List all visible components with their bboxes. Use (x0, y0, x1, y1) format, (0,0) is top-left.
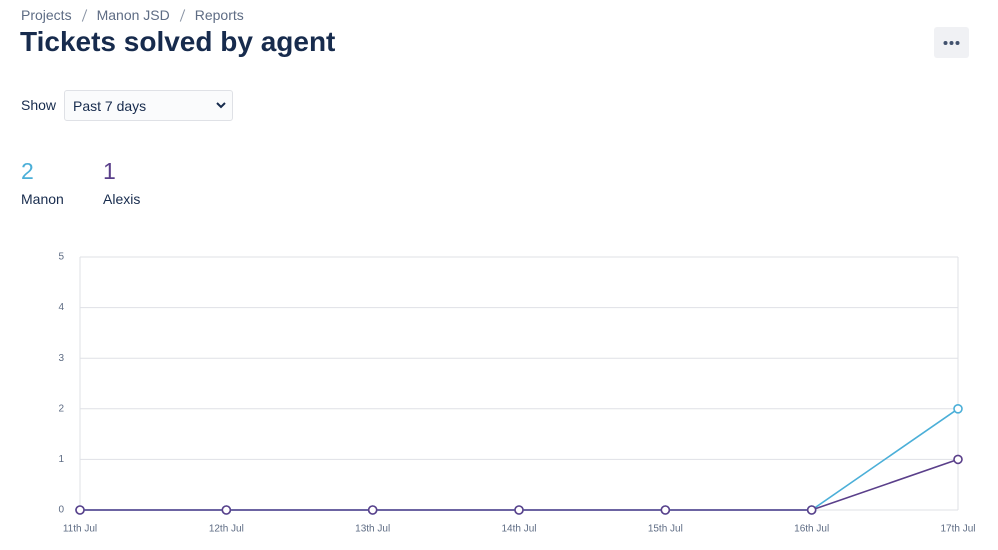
x-tick-label: 11th Jul (63, 524, 97, 535)
y-tick-label: 2 (58, 403, 64, 414)
total-value: 2 (21, 158, 34, 184)
y-tick-label: 3 (58, 353, 64, 364)
chart: 0 1 2 3 4 5 11th Jul 12th Jul 13th Jul 14th Jul 15… (58, 252, 975, 535)
series-line (80, 458, 959, 511)
point (221, 505, 232, 515)
separator (81, 8, 87, 22)
point (806, 505, 817, 515)
chevron (216, 102, 226, 109)
agent-name: Manon (21, 191, 64, 207)
more-button[interactable] (934, 27, 969, 58)
point (367, 505, 378, 515)
point (514, 505, 524, 515)
y-tick-label: 1 (58, 454, 64, 465)
period-select[interactable]: Past 7 days (64, 90, 233, 121)
x-tick-label: 16th Jul (794, 524, 829, 535)
x-tick-label: 17th Jul (940, 524, 975, 535)
breadcrumb[interactable]: Reports (194, 7, 244, 23)
total-value: 1 (103, 158, 116, 184)
y-tick-label: 5 (58, 252, 64, 263)
more-icon (943, 41, 960, 45)
y-tick-label: 0 (58, 505, 64, 516)
point (953, 404, 963, 414)
x-tick-label: 14th Jul (501, 524, 536, 535)
x-tick-label: 15th Jul (648, 524, 683, 535)
point (660, 505, 671, 515)
breadcrumb[interactable]: Manon JSD (96, 7, 170, 23)
point (75, 505, 85, 515)
agent-name: Alexis (103, 191, 141, 207)
breadcrumbs: Projects Manon JSD Reports (21, 7, 244, 23)
breadcrumb[interactable]: Projects (21, 7, 72, 23)
agent-total: 2 Manon (21, 158, 103, 207)
show-label: Show (21, 97, 57, 113)
select-value: Past 7 days (73, 98, 147, 114)
page-title: Tickets solved by agent (20, 26, 336, 57)
y-tick-label: 4 (58, 302, 64, 313)
point (953, 454, 963, 465)
separator (179, 8, 185, 22)
x-tick-label: 12th Jul (209, 524, 244, 535)
totals: 2 Manon 1 Alexis (21, 158, 185, 207)
agent-total: 1 Alexis (103, 158, 185, 207)
x-tick-label: 13th Jul (355, 524, 390, 535)
